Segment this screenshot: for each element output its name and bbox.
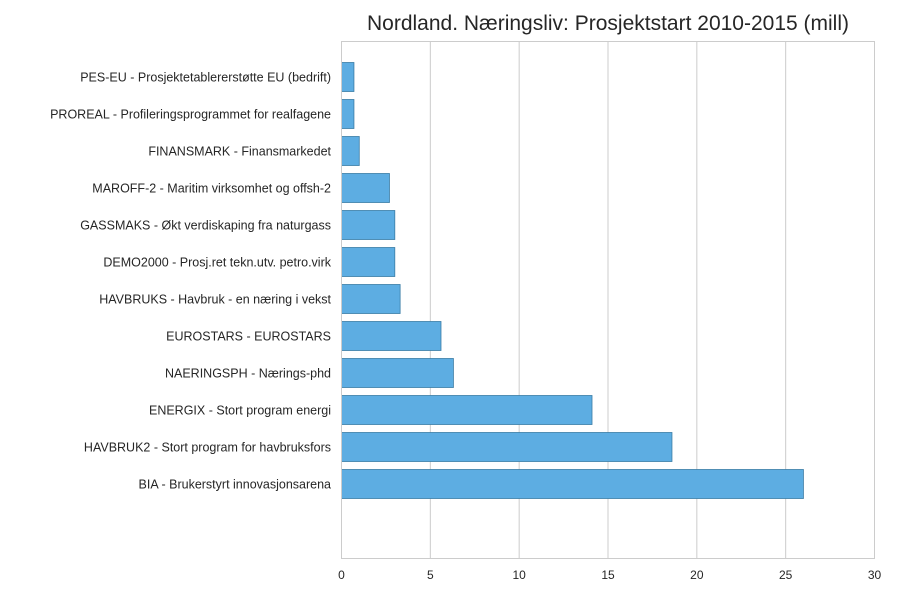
bar [341, 173, 390, 203]
category-label: NAERINGSPH - Nærings-phd [165, 367, 331, 381]
category-label: PROREAL - Profileringsprogrammet for rea… [50, 108, 331, 122]
category-label: FINANSMARK - Finansmarkedet [148, 145, 331, 159]
bars [341, 62, 804, 499]
plot-frame [341, 41, 875, 559]
category-label: HAVBRUK2 - Stort program for havbruksfor… [84, 441, 331, 455]
bar [341, 321, 442, 351]
x-tick-label: 0 [338, 568, 345, 582]
bar [341, 99, 355, 129]
x-tick-labels: 0 5 10 15 20 25 30 [338, 568, 881, 582]
bar [341, 358, 454, 388]
bar [341, 247, 396, 277]
bar [341, 62, 355, 92]
x-tick-label: 15 [601, 568, 615, 582]
x-tick-label: 5 [427, 568, 434, 582]
x-tick-label: 25 [779, 568, 793, 582]
category-label: DEMO2000 - Prosj.ret tekn.utv. petro.vir… [103, 256, 331, 270]
category-label: GASSMAKS - Økt verdiskaping fra naturgas… [80, 219, 331, 233]
bar [341, 469, 804, 499]
bar [341, 284, 401, 314]
x-tick-label: 30 [868, 568, 882, 582]
category-label: BIA - Brukerstyrt innovasjonsarena [139, 478, 331, 492]
category-label: ENERGIX - Stort program energi [149, 404, 331, 418]
x-tick-label: 20 [690, 568, 704, 582]
category-labels: PES-EU - Prosjektetablererstøtte EU (bed… [50, 71, 332, 492]
category-label: PES-EU - Prosjektetablererstøtte EU (bed… [80, 71, 331, 85]
bar [341, 432, 673, 462]
category-label: MAROFF-2 - Maritim virksomhet og offsh-2 [92, 182, 331, 196]
x-tick-label: 10 [512, 568, 526, 582]
category-label: HAVBRUKS - Havbruk - en næring i vekst [99, 293, 331, 307]
bar [341, 210, 396, 240]
category-label: EUROSTARS - EUROSTARS [166, 330, 331, 344]
bar [341, 136, 360, 166]
chart-title: Nordland. Næringsliv: Prosjektstart 2010… [366, 12, 849, 35]
bar [341, 395, 593, 425]
